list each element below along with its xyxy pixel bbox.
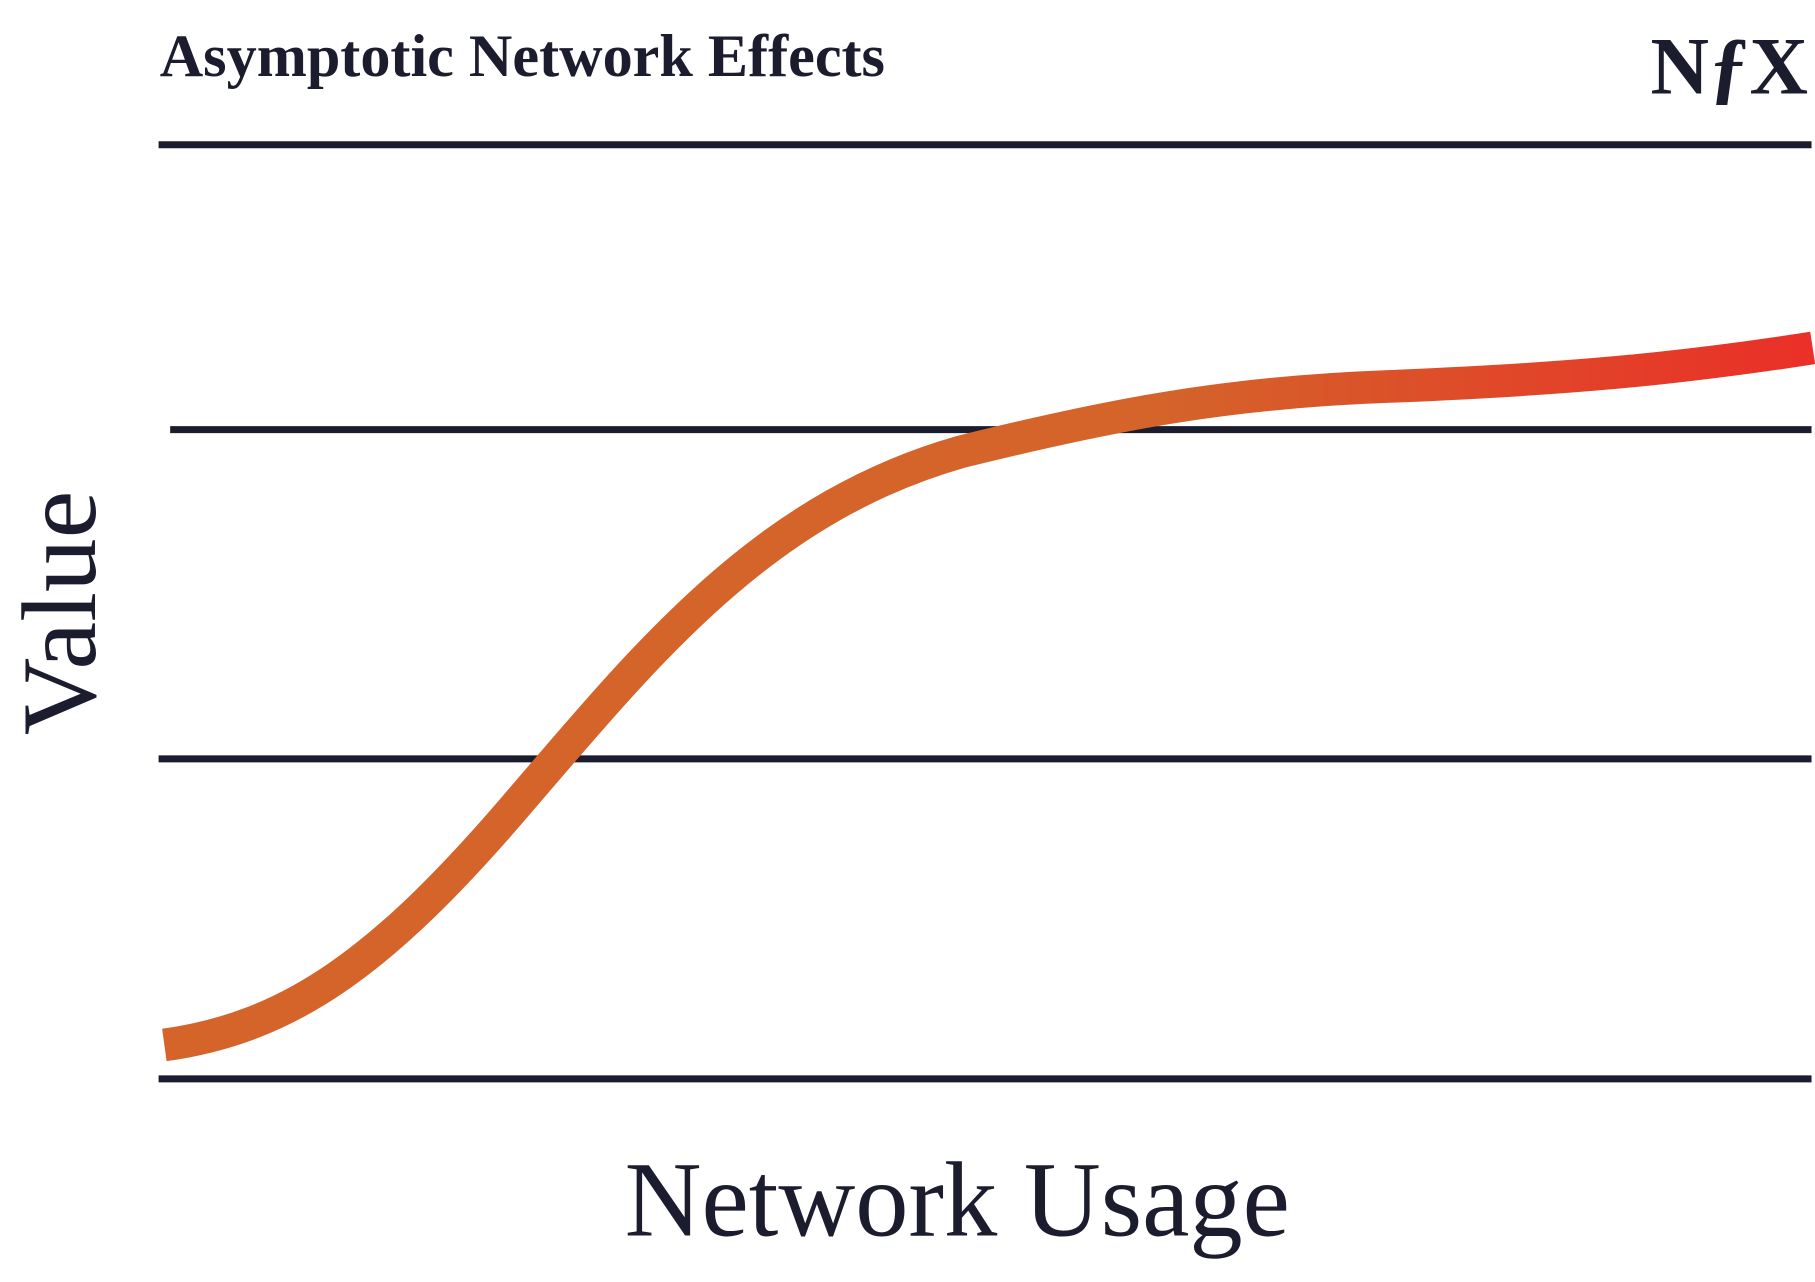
logo: NƒX [1651, 20, 1809, 111]
title: Asymptotic Network Effects [160, 23, 885, 90]
y-axis-label: Value [1, 491, 118, 736]
value-curve [162, 331, 1815, 1062]
x-axis-label: Network Usage [625, 1141, 1290, 1260]
